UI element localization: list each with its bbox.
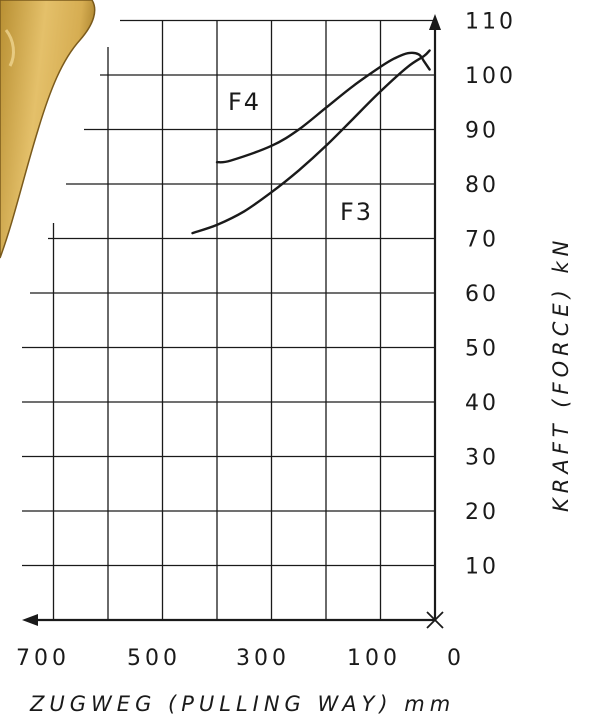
y-tick-label-110: 110 <box>465 10 516 35</box>
y-axis-title: KRAFT (FORCE) kN <box>549 236 573 512</box>
y-axis-arrowhead <box>429 14 441 30</box>
x-tick-label-700: 700 <box>16 646 70 671</box>
grid-lines <box>22 19 435 620</box>
y-tick-labels: 10 20 30 40 50 60 70 80 90 100 110 <box>465 10 516 580</box>
y-tick-label-100: 100 <box>465 64 516 89</box>
data-series <box>191 49 431 235</box>
x-tick-labels: 700 500 300 100 0 <box>16 646 465 671</box>
y-tick-label-40: 40 <box>465 391 499 416</box>
series-label-f3: F3 <box>340 198 373 226</box>
y-tick-label-30: 30 <box>465 446 499 471</box>
series-line-f4 <box>215 51 431 164</box>
x-tick-label-300: 300 <box>236 646 290 671</box>
axes <box>22 14 444 629</box>
y-tick-label-10: 10 <box>465 555 499 580</box>
gold-part-image <box>0 0 96 259</box>
y-tick-label-90: 90 <box>465 119 499 144</box>
x-tick-label-100: 100 <box>347 646 401 671</box>
series-label-f4: F4 <box>228 88 261 116</box>
y-tick-label-70: 70 <box>465 228 499 253</box>
y-tick-label-60: 60 <box>465 282 499 307</box>
y-tick-label-80: 80 <box>465 173 499 198</box>
x-tick-label-0: 0 <box>447 646 465 671</box>
x-tick-label-500: 500 <box>127 646 181 671</box>
x-axis-arrowhead <box>22 614 38 626</box>
origin-mark-b <box>426 611 444 629</box>
gold-part-highlight <box>4 29 15 67</box>
y-tick-label-20: 20 <box>465 500 499 525</box>
series-line-f3 <box>191 49 431 235</box>
x-axis-title: ZUGWEG (PULLING WAY) mm <box>29 692 455 716</box>
y-tick-label-50: 50 <box>465 337 499 362</box>
